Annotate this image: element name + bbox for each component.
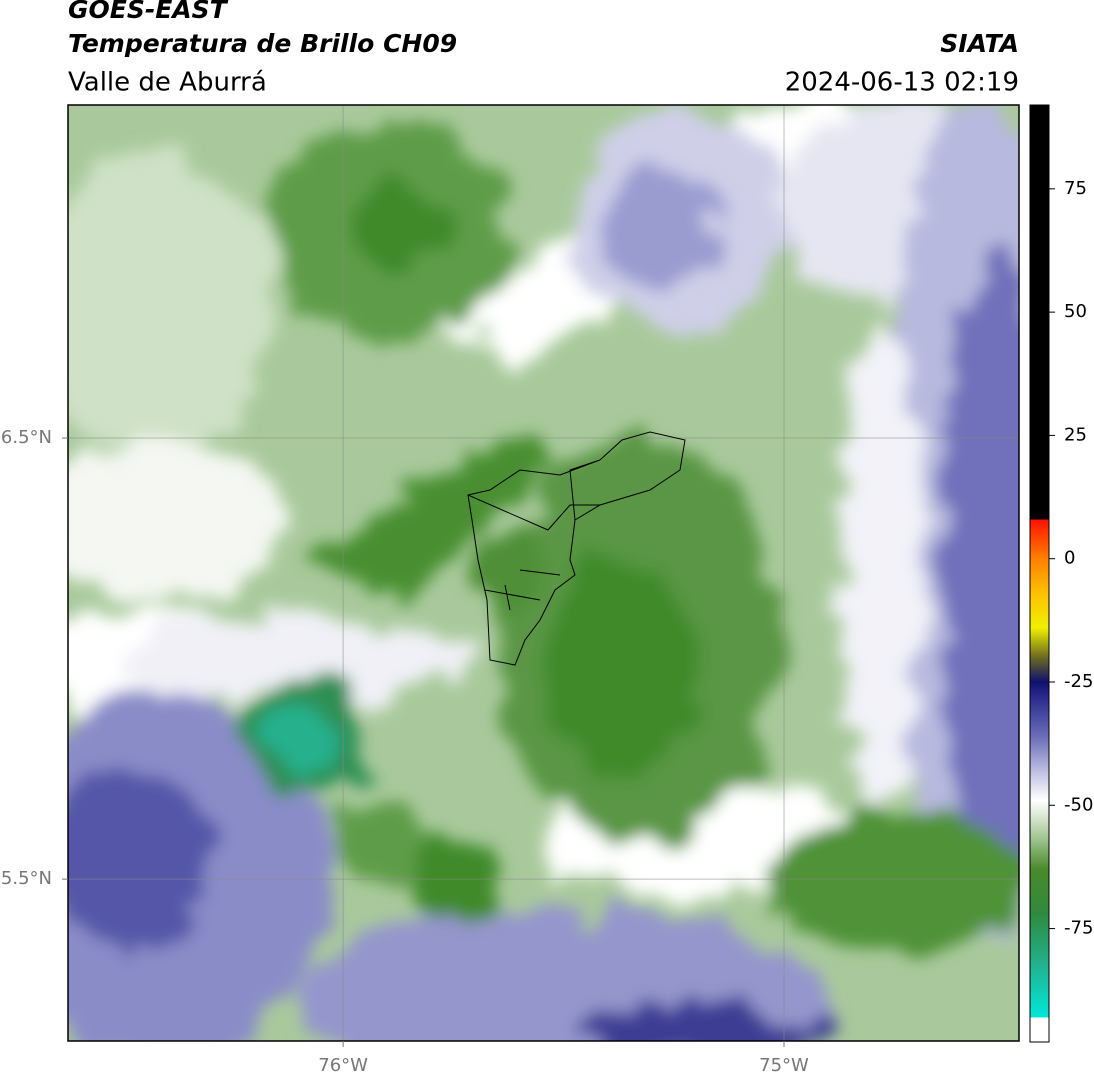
colorbar-tick-label: 50 [1064,301,1087,322]
region-boundary [467,431,686,666]
colorbar-tick-label: 75 [1064,178,1087,199]
x-tick-label: 75°W [759,1055,809,1076]
satellite-title: GOES-EAST [68,0,229,24]
agency: SIATA [940,29,1019,58]
grid [68,105,1019,1041]
y-tick-label: 6.5°N [1,427,52,448]
colorbar-tick-label: 0 [1064,548,1075,569]
timestamp: 2024-06-13 02:19 [785,68,1019,98]
field-shapes [68,105,1019,1041]
region: Valle de Aburrá [68,68,267,98]
colorbar-tick-label: -50 [1064,794,1093,815]
map-field [68,105,1019,1041]
map-frame [67,104,1020,1042]
colorbar-tick-label: 25 [1064,424,1087,445]
colorbar-tick-label: -75 [1064,918,1093,939]
y-tick-label: 5.5°N [1,868,52,889]
product-title: Temperatura de Brillo CH09 [68,29,457,58]
colorbar [1029,104,1050,1043]
x-tick-label: 76°W [318,1055,368,1076]
colorbar-tick-label: -25 [1064,671,1093,692]
